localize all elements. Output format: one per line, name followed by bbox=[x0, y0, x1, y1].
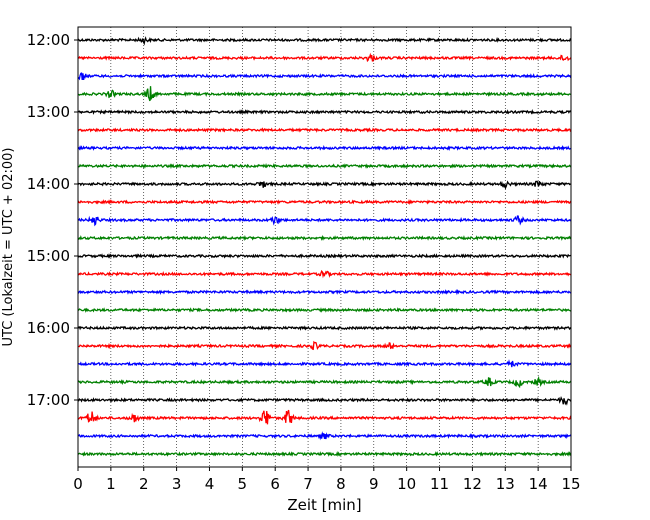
x-tick-label: 12 bbox=[463, 475, 482, 493]
trace-line bbox=[77, 340, 572, 351]
x-tick-label: 0 bbox=[73, 475, 83, 493]
x-tick-label: 6 bbox=[270, 475, 280, 493]
trace-line bbox=[77, 36, 572, 46]
x-tick-label: 2 bbox=[139, 475, 149, 493]
x-tick-label: 10 bbox=[397, 475, 416, 493]
x-tick-label: 13 bbox=[496, 475, 515, 493]
x-axis-label: Zeit [min] bbox=[287, 496, 361, 514]
y-tick-label: 12:00 bbox=[27, 31, 70, 49]
y-tick-label: 14:00 bbox=[27, 175, 70, 193]
trace-line bbox=[77, 127, 572, 133]
x-tick-label: 5 bbox=[238, 475, 248, 493]
trace-line bbox=[77, 215, 572, 227]
y-tick-label: 17:00 bbox=[27, 391, 70, 409]
x-tick-label: 8 bbox=[336, 475, 346, 493]
trace-line bbox=[77, 72, 572, 81]
x-tick-label: 9 bbox=[369, 475, 379, 493]
trace-line bbox=[77, 431, 572, 441]
trace-line bbox=[77, 199, 572, 205]
trace-line bbox=[77, 375, 572, 389]
trace-line bbox=[77, 359, 572, 368]
x-tick-label: 3 bbox=[172, 475, 182, 493]
x-tick-label: 14 bbox=[529, 475, 548, 493]
x-tick-label: 4 bbox=[205, 475, 215, 493]
trace-line bbox=[77, 269, 572, 279]
plot-background bbox=[78, 27, 571, 467]
x-grid bbox=[110, 27, 539, 467]
trace-group bbox=[77, 36, 572, 457]
y-tick-label: 13:00 bbox=[27, 103, 70, 121]
plot-frame bbox=[77, 26, 572, 468]
trace-line bbox=[77, 109, 572, 115]
trace-line bbox=[77, 409, 572, 425]
x-tick-label: 15 bbox=[561, 475, 580, 493]
trace-line bbox=[78, 307, 572, 313]
x-tick-label: 11 bbox=[430, 475, 449, 493]
trace-line bbox=[77, 86, 572, 102]
trace-line bbox=[77, 180, 572, 191]
trace-line bbox=[77, 325, 572, 331]
x-axis: 0 1 2 3 4 5 6 7 8 9 10 11 12 13 14 15 bbox=[73, 467, 581, 493]
trace-line bbox=[77, 234, 572, 242]
x-tick-label: 1 bbox=[106, 475, 116, 493]
y-tick-label: 16:00 bbox=[27, 319, 70, 337]
trace-line bbox=[77, 145, 572, 152]
trace-line bbox=[77, 451, 572, 457]
trace-line bbox=[77, 253, 572, 259]
y-axis: 12:00 13:00 14:00 15:00 16:00 17:00 bbox=[27, 31, 78, 409]
y-tick-label: 15:00 bbox=[27, 247, 70, 265]
trace-line bbox=[77, 288, 572, 296]
x-tick-label: 7 bbox=[303, 475, 313, 493]
trace-line bbox=[77, 162, 572, 170]
y-axis-label: UTC (Lokalzeit = UTC + 02:00) bbox=[1, 148, 16, 347]
trace-line bbox=[77, 52, 572, 63]
trace-line bbox=[77, 395, 572, 406]
